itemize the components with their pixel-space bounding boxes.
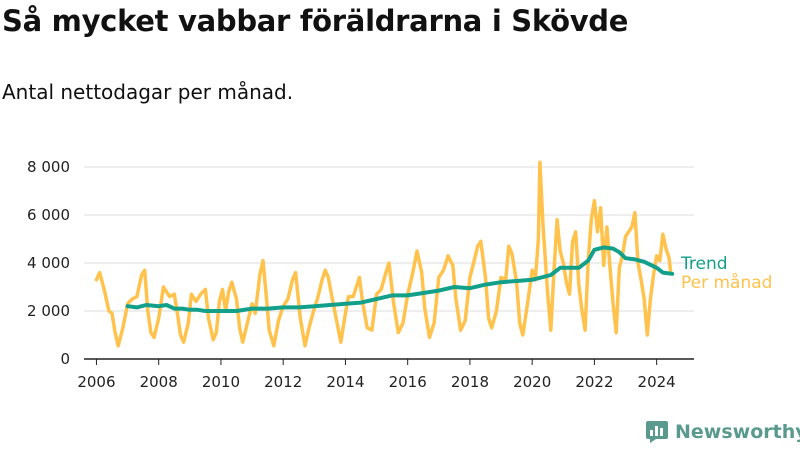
chart-subtitle: Antal nettodagar per månad. — [2, 80, 294, 104]
chart-title: Så mycket vabbar föräldrarna i Skövde — [2, 4, 629, 38]
y-tick-label: 6 000 — [27, 206, 70, 224]
y-tick-label: 4 000 — [27, 254, 70, 272]
x-tick-label: 2018 — [451, 373, 489, 391]
x-tick-label: 2022 — [575, 373, 613, 391]
y-axis-tick-labels: 0 2 000 4 000 6 000 8 000 — [27, 158, 70, 368]
x-tick-label: 2016 — [389, 373, 427, 391]
y-tick-label: 2 000 — [27, 302, 70, 320]
legend-label-monthly: Per månad — [681, 272, 772, 293]
legend-label-trend: Trend — [680, 254, 728, 274]
newsworthy-logo: Newsworthy — [645, 420, 800, 444]
newsworthy-logo-icon — [646, 421, 668, 443]
x-tick-label: 2008 — [140, 373, 178, 391]
trend-line — [125, 245, 675, 313]
x-tick-label: 2010 — [202, 373, 240, 391]
monthly-line — [94, 160, 673, 348]
x-tick-label: 2014 — [326, 373, 364, 391]
x-tick-label: 2024 — [638, 373, 676, 391]
y-tick-label: 0 — [60, 350, 70, 368]
series-lines — [94, 160, 675, 348]
y-tick-label: 8 000 — [27, 158, 70, 176]
x-axis-ticks: 2006 2008 2010 2012 2014 2016 2018 2020 2022 2024 — [77, 359, 676, 391]
x-tick-label: 2006 — [77, 373, 115, 391]
x-tick-label: 2020 — [513, 373, 551, 391]
brand-name: Newsworthy — [675, 421, 800, 443]
x-tick-label: 2012 — [264, 373, 302, 391]
